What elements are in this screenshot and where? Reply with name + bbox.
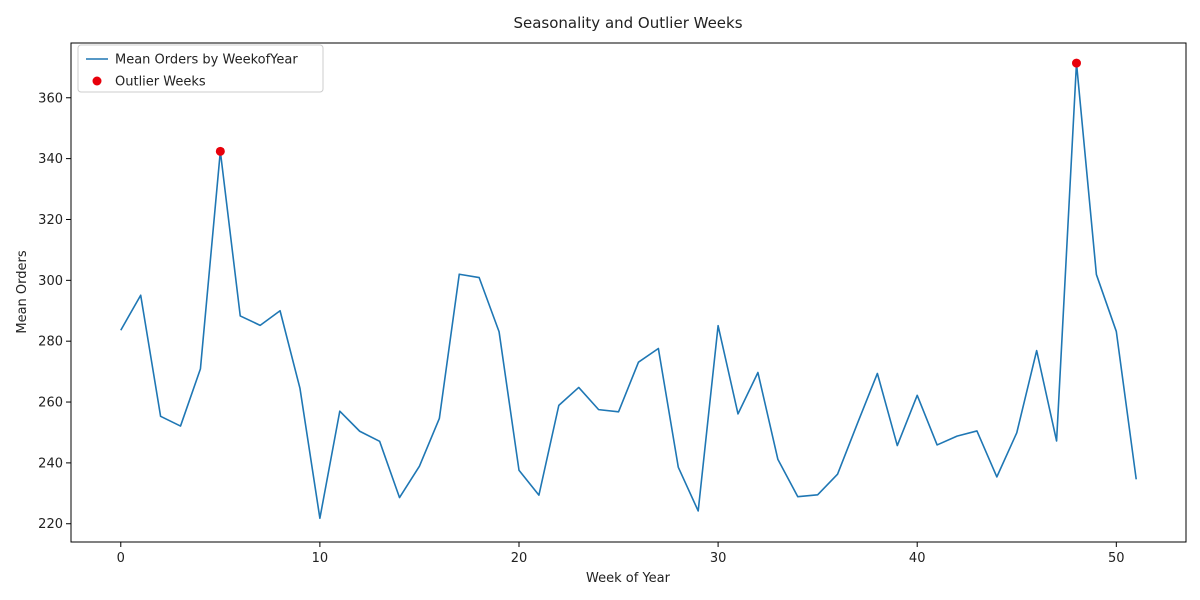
y-tick-label: 240 bbox=[38, 456, 63, 471]
x-tick-label: 40 bbox=[909, 551, 926, 566]
y-tick-label: 340 bbox=[38, 152, 63, 167]
y-tick-label: 260 bbox=[38, 396, 63, 411]
x-tick-label: 10 bbox=[312, 551, 329, 566]
plot-area bbox=[120, 58, 1138, 520]
y-axis-label: Mean Orders bbox=[15, 250, 30, 333]
outlier-point bbox=[215, 146, 225, 156]
x-tick-label: 0 bbox=[117, 551, 125, 566]
y-tick-label: 320 bbox=[38, 213, 63, 228]
legend-box bbox=[77, 44, 324, 93]
y-tick-label: 300 bbox=[38, 274, 63, 289]
legend-label: Mean Orders by WeekofYear bbox=[115, 53, 298, 68]
x-tick-label: 20 bbox=[511, 551, 528, 566]
series-line bbox=[120, 62, 1138, 520]
x-tick-label: 50 bbox=[1108, 551, 1125, 566]
legend: Mean Orders by WeekofYear Outlier Weeks bbox=[77, 44, 324, 93]
x-axis-label: Week of Year bbox=[586, 571, 671, 586]
outlier-point bbox=[1071, 58, 1081, 68]
x-tick-label: 30 bbox=[710, 551, 727, 566]
axes: 0 10 20 30 40 50 220 240 260 280 300 320 340 360 bbox=[38, 42, 1187, 566]
legend-label: Outlier Weeks bbox=[115, 75, 206, 90]
y-tick-label: 360 bbox=[38, 91, 63, 106]
y-tick-label: 280 bbox=[38, 335, 63, 350]
y-tick-label: 220 bbox=[38, 517, 63, 532]
axes-frame bbox=[70, 42, 1187, 543]
legend-marker-swatch bbox=[92, 76, 102, 86]
chart-title: Seasonality and Outlier Weeks bbox=[513, 14, 742, 32]
